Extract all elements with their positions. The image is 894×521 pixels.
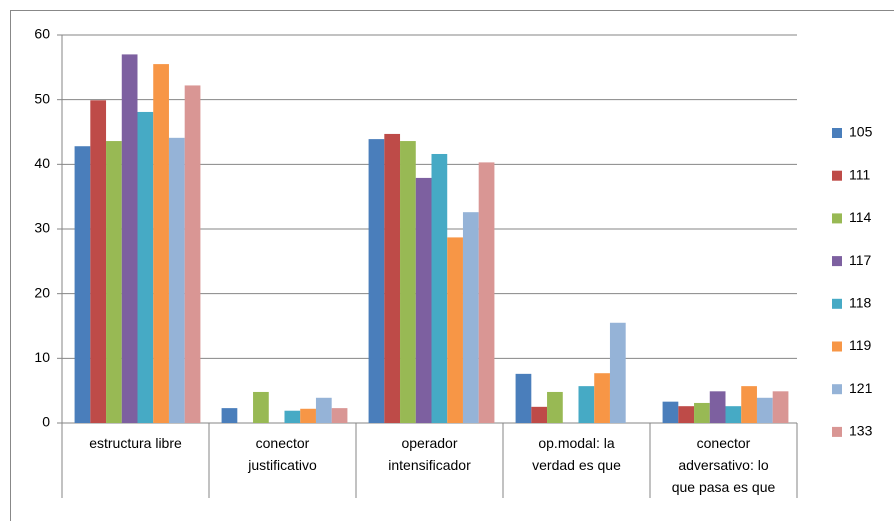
bar	[400, 141, 416, 423]
bar	[315, 397, 332, 423]
x-tick-label: op.modal: la verdad es que	[532, 435, 621, 473]
bar	[447, 237, 463, 423]
bar	[184, 85, 201, 423]
y-tick-label: 50	[34, 90, 50, 106]
legend-label: 121	[849, 380, 873, 396]
bar	[415, 177, 432, 423]
bar	[725, 406, 742, 423]
bar	[331, 408, 348, 423]
bar	[368, 139, 385, 423]
bar	[678, 406, 695, 423]
bar	[741, 386, 757, 423]
bar	[594, 373, 610, 423]
legend-label: 111	[849, 166, 870, 182]
legend-swatch	[832, 213, 842, 224]
bar	[384, 133, 401, 423]
bar	[431, 153, 448, 423]
bar	[74, 146, 91, 423]
bar	[694, 402, 710, 423]
legend-swatch	[832, 426, 842, 437]
bar	[709, 391, 726, 423]
bar	[478, 162, 495, 424]
y-tick-label: 10	[34, 349, 50, 365]
legend-swatch	[832, 170, 842, 181]
bar	[578, 386, 595, 423]
legend-swatch	[832, 384, 842, 395]
bar	[531, 406, 548, 423]
bar	[137, 111, 154, 423]
bar	[284, 410, 301, 423]
chart-border	[10, 10, 894, 521]
legend-swatch	[832, 341, 842, 352]
y-tick-label: 20	[34, 284, 50, 300]
y-tick-label: 30	[34, 220, 50, 236]
bar	[756, 397, 773, 423]
x-tick-label: estructura libre	[89, 435, 182, 451]
bar	[121, 54, 138, 424]
legend-label: 117	[849, 252, 872, 268]
legend-label: 105	[849, 124, 873, 140]
legend-swatch	[832, 298, 842, 309]
legend-label: 119	[849, 337, 872, 353]
x-tick-label: conector adversativo: lo que pasa es que	[671, 435, 776, 495]
bar	[90, 100, 107, 424]
legend-label: 133	[849, 423, 873, 439]
bar	[300, 408, 316, 423]
bar	[609, 322, 626, 423]
bar	[168, 137, 185, 423]
legend-swatch	[832, 256, 842, 267]
y-tick-label: 60	[34, 26, 50, 42]
bar	[462, 212, 479, 423]
bar	[772, 391, 789, 423]
x-tick-label: operador intensificador	[388, 435, 471, 473]
legend-label: 114	[849, 209, 872, 225]
bar	[253, 391, 269, 423]
y-tick-label: 0	[42, 414, 50, 430]
bar	[547, 391, 563, 423]
x-tick-label: conector justificativo	[248, 435, 317, 473]
bar	[106, 141, 122, 423]
legend-label: 118	[849, 295, 872, 311]
bar	[153, 64, 169, 423]
bar	[515, 373, 532, 423]
bar	[662, 401, 679, 423]
bar	[221, 408, 238, 423]
y-tick-label: 40	[34, 155, 50, 171]
legend-swatch	[832, 128, 842, 138]
